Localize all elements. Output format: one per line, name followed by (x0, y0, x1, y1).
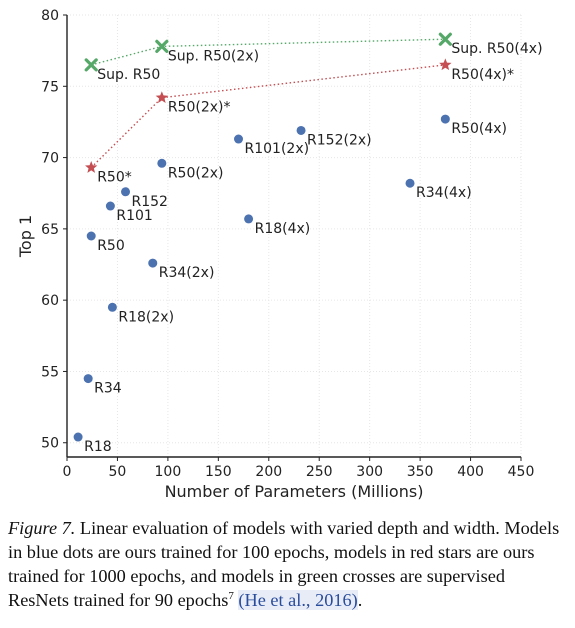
data-marks (73, 32, 452, 442)
caption-text: Linear evaluation of models with varied … (8, 518, 560, 610)
point-label: R50* (97, 170, 132, 186)
x-tick-label: 450 (508, 464, 535, 480)
cross-mark (155, 39, 169, 53)
star-mark (439, 58, 452, 71)
point-label: R101(2x) (245, 141, 310, 157)
y-tick-label: 70 (41, 151, 59, 167)
x-tick-label: 300 (356, 464, 383, 480)
x-tick-label: 50 (109, 464, 127, 480)
series-line-star (90, 64, 446, 169)
dot-mark (86, 231, 96, 241)
point-label: Sup. R50 (97, 67, 160, 83)
dot-mark (244, 214, 254, 224)
point-label: Sup. R50(4x) (451, 41, 542, 57)
dot-mark (405, 178, 415, 188)
point-label: R152(2x) (307, 132, 372, 148)
point-label: Sup. R50(2x) (168, 48, 259, 64)
caption-end: . (357, 590, 363, 610)
dot-mark (83, 374, 93, 384)
dot-mark (234, 134, 244, 144)
point-label: R34(2x) (159, 265, 215, 281)
cross-mark (438, 32, 452, 46)
point-label: R34 (94, 381, 122, 397)
dot-mark (157, 158, 167, 168)
star-mark (155, 91, 169, 103)
x-ticks: 0 50 100 150 200 250 300 350 400 450 (63, 457, 535, 480)
scatter-chart: 0 50 100 150 200 250 300 350 400 450 505560657075… (16, 8, 543, 501)
point-label: R18 (84, 439, 112, 455)
x-tick-label: 200 (255, 464, 282, 480)
point-label: R50(4x) (451, 121, 507, 137)
dot-mark (440, 114, 450, 124)
grid (66, 14, 522, 457)
y-tick-label: 80 (41, 8, 59, 24)
point-label: R18(4x) (255, 221, 311, 237)
point-label: R101 (116, 208, 152, 224)
dot-mark (105, 201, 115, 211)
y-tick-label: 75 (41, 79, 59, 95)
citation-link[interactable]: (He et al., 2016) (238, 590, 358, 610)
figure-label: Figure 7. (8, 518, 76, 538)
x-tick-label: 100 (155, 464, 182, 480)
y-tick-label: 50 (41, 436, 59, 452)
y-ticks: 50 55 60 65 70 75 80 (41, 8, 67, 452)
y-tick-label: 55 (41, 364, 59, 380)
y-tick-label: 60 (41, 293, 59, 309)
axes (66, 15, 521, 458)
footnote-mark: 7 (228, 589, 234, 602)
point-label: R50(4x)* (451, 67, 514, 83)
point-label: R50(2x) (168, 165, 224, 181)
point-label: R152 (132, 194, 168, 210)
dot-mark (107, 302, 117, 312)
dot-mark (148, 258, 158, 268)
x-tick-label: 400 (457, 464, 484, 480)
x-tick-label: 150 (205, 464, 232, 480)
dot-mark (296, 125, 306, 135)
cross-mark (84, 58, 98, 72)
figure-caption: Figure 7. Linear evaluation of models wi… (8, 516, 570, 612)
dot-mark (121, 187, 131, 197)
x-tick-label: 0 (63, 464, 72, 480)
point-label: R50 (97, 238, 125, 254)
dot-mark (73, 432, 83, 442)
x-tick-label: 350 (407, 464, 434, 480)
x-tick-label: 250 (306, 464, 333, 480)
series-line-cross (91, 38, 446, 66)
y-axis-label: Top 1 (16, 215, 35, 258)
point-label: R34(4x) (416, 185, 472, 201)
point-label: R18(2x) (118, 309, 174, 325)
point-label: R50(2x)* (168, 100, 231, 116)
star-mark (85, 161, 98, 173)
y-tick-label: 65 (41, 222, 59, 238)
x-axis-label: Number of Parameters (Millions) (165, 482, 424, 501)
